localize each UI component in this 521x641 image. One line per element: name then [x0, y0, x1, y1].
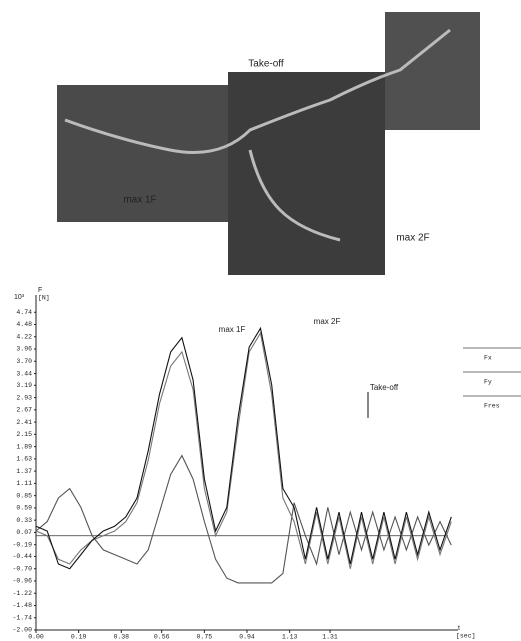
y-tick-label: 0.33 — [16, 517, 32, 524]
legend-label: Fy — [484, 379, 492, 386]
y-tick-label: -1.48 — [12, 602, 32, 609]
x-tick-label: 0.56 — [154, 634, 170, 641]
y-tick-label: 1.37 — [16, 468, 32, 475]
x-tick-label: 0.19 — [71, 634, 87, 641]
y-tick-label: 2.93 — [16, 394, 32, 401]
annotation: Take-off — [370, 383, 399, 392]
y-tick-label: 4.48 — [16, 321, 32, 328]
x-label: t — [458, 625, 460, 632]
y-tick-label: 0.85 — [16, 492, 32, 499]
page: Take-off max 1F max 2F 10³ F [N] t [sec]… — [0, 0, 521, 641]
y-tick-label: 3.44 — [16, 370, 32, 377]
y-tick-label: 2.67 — [16, 407, 32, 414]
x-tick-label: 1.13 — [282, 634, 298, 641]
y-tick-label: 3.70 — [16, 358, 32, 365]
legend-label: Fx — [484, 355, 492, 362]
annotation: max 2F — [314, 317, 341, 326]
y-tick-label: 3.19 — [16, 382, 32, 389]
y-tick-label: -0.96 — [12, 578, 32, 585]
y-tick-label: -0.44 — [12, 553, 32, 560]
series-line — [36, 456, 451, 583]
y-tick-label: 4.22 — [16, 333, 32, 340]
y-scale-label: 10³ — [14, 294, 25, 301]
photo-label: max 1F — [123, 195, 156, 206]
y-tick-label: 0.59 — [16, 505, 32, 512]
y-tick-label: 1.63 — [16, 456, 32, 463]
legend-label: Fres — [484, 403, 500, 410]
photo-label: Take-off — [248, 59, 284, 70]
y-tick-label: 2.15 — [16, 431, 32, 438]
x-tick-label: 0.94 — [239, 634, 255, 641]
x-tick-label: 0.75 — [197, 634, 213, 641]
x-tick-label: 0.38 — [113, 634, 129, 641]
y-label: F — [38, 287, 42, 294]
y-tick-label: -2.00 — [12, 627, 32, 634]
y-tick-label: 3.96 — [16, 346, 32, 353]
y-tick-label: -0.19 — [12, 541, 32, 548]
y-tick-label: -1.74 — [12, 614, 32, 621]
photo-label: max 2F — [396, 233, 429, 244]
photo — [228, 72, 385, 275]
annotation: max 1F — [219, 325, 246, 334]
x-unit: [sec] — [456, 633, 476, 640]
figure: Take-off max 1F max 2F 10³ F [N] t [sec]… — [0, 0, 521, 641]
y-tick-label: 0.07 — [16, 529, 32, 536]
x-tick-label: 0.00 — [28, 634, 44, 641]
y-tick-label: 1.89 — [16, 443, 32, 450]
series-line — [36, 328, 451, 568]
y-tick-label: 1.11 — [16, 480, 32, 487]
y-tick-label: -1.22 — [12, 590, 32, 597]
y-tick-label: 2.41 — [16, 419, 32, 426]
y-tick-label: 4.74 — [16, 309, 32, 316]
y-unit: [N] — [38, 295, 50, 302]
y-tick-label: -0.70 — [12, 565, 32, 572]
x-tick-label: 1.31 — [322, 634, 338, 641]
